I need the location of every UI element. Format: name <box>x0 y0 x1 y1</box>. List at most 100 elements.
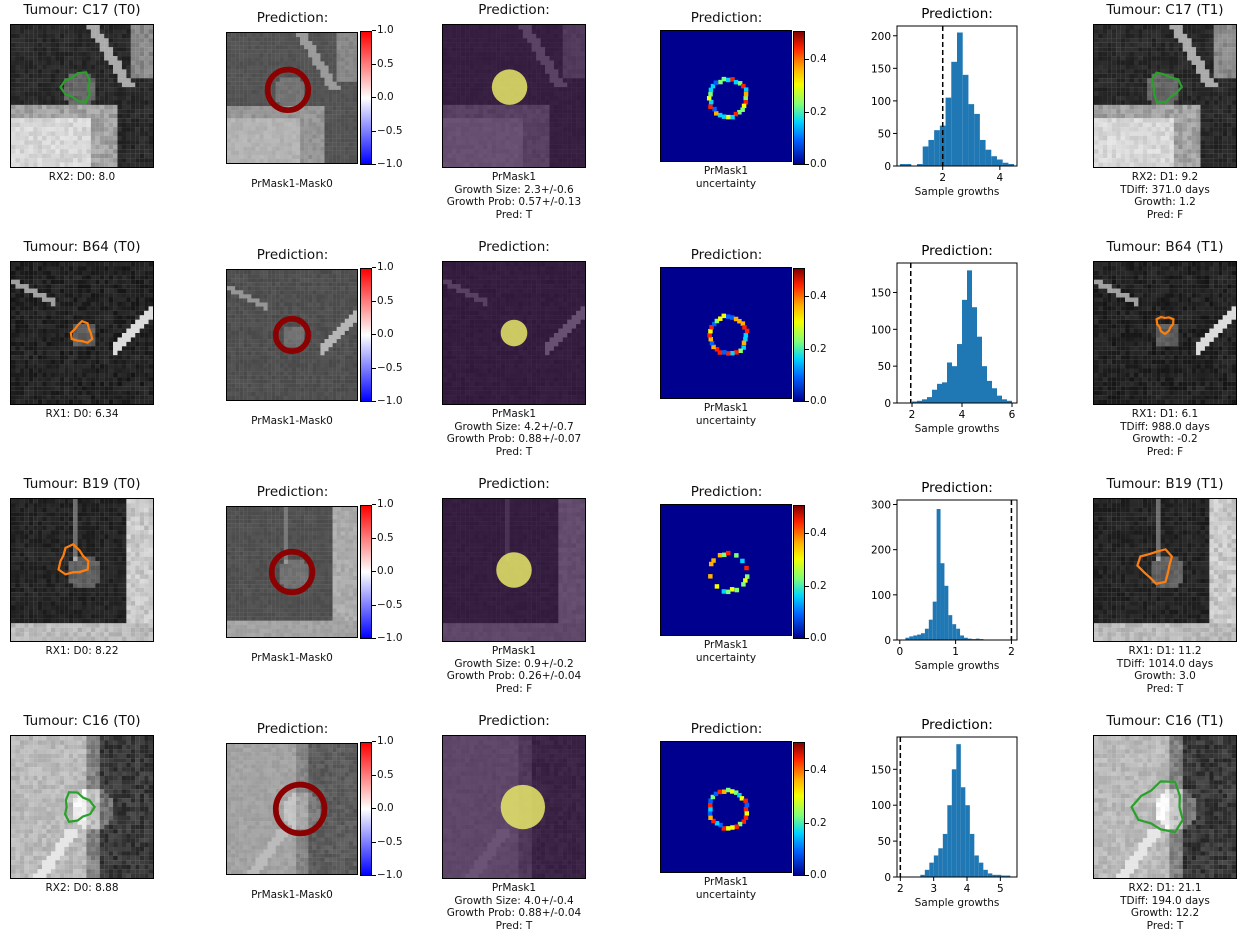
histogram-bar <box>988 873 993 877</box>
diff-colorbar-tick-label: 0.0 <box>377 565 394 577</box>
t0-caption: RX1: D0: 8.22 <box>0 645 164 658</box>
histogram-title: Prediction: <box>921 243 993 259</box>
t1-caption-line: RX2: D1: 9.2 <box>1078 171 1239 184</box>
histogram-bar <box>947 362 952 403</box>
histogram-bar <box>983 870 988 877</box>
uncertainty-colorbar-tick-label: 0.2 <box>810 106 827 118</box>
t1-title: Tumour: B64 (T1) <box>1078 239 1239 255</box>
mask-caption-line: Pred: T <box>422 209 606 222</box>
histogram-bar <box>963 75 969 166</box>
y-tick-label: 0 <box>884 161 891 173</box>
histogram-bar <box>943 834 948 877</box>
uncertainty-colorbar-tick-label: 0.0 <box>810 869 827 881</box>
t0-scan-image <box>10 735 154 879</box>
diff-colorbar-tick-label: 1.0 <box>377 261 394 273</box>
diff-colorbar-tick-label: −1.0 <box>377 869 403 881</box>
histogram-bar <box>961 787 966 877</box>
histogram-bar <box>938 848 943 877</box>
x-tick-label: 4 <box>997 172 1004 184</box>
t1-title: Tumour: C16 (T1) <box>1078 713 1239 729</box>
histogram-chart: Prediction: 2 4 6 0 50 100 150 <box>865 241 1065 415</box>
y-tick-label: 150 <box>871 764 891 776</box>
t1-caption-line: TDiff: 988.0 days <box>1078 421 1239 434</box>
x-tick-label: 6 <box>1009 409 1016 421</box>
diff-colorbar-tick-label: 0.5 <box>377 769 394 781</box>
histogram-bar <box>962 300 967 403</box>
histogram-bar <box>934 130 940 166</box>
diff-title: Prediction: <box>226 10 359 26</box>
histogram-bar <box>932 390 937 403</box>
histogram-bar <box>967 270 972 403</box>
histogram-bar <box>1002 399 1007 403</box>
histogram-bar <box>913 635 917 640</box>
t1-caption-line: Pred: F <box>1078 209 1239 222</box>
y-tick-label: 100 <box>871 96 891 108</box>
y-tick-label: 100 <box>871 324 891 336</box>
histogram-bar <box>957 344 962 403</box>
histogram-bar <box>997 159 1003 166</box>
uncertainty-title: Prediction: <box>660 247 793 263</box>
histogram-bar <box>957 33 963 166</box>
uncertainty-caption-line: uncertainty <box>650 415 802 428</box>
histogram-xlabel: Sample growths <box>897 186 1017 199</box>
uncertainty-image <box>660 741 792 873</box>
x-tick-label: 2 <box>939 172 946 184</box>
histogram-bar <box>942 382 947 403</box>
t1-caption-line: Pred: T <box>1078 683 1239 696</box>
uncertainty-caption-line: uncertainty <box>650 889 802 902</box>
uncertainty-colorbar <box>793 742 805 876</box>
y-tick-label: 50 <box>878 128 891 140</box>
mask-caption-line: Growth Size: 2.3+/-0.6 <box>422 184 606 197</box>
x-tick-label: 4 <box>964 883 971 895</box>
y-tick-label: 150 <box>871 63 891 75</box>
histogram-bar <box>933 602 937 640</box>
histogram-chart: Prediction:2 3 4 5050100150 <box>865 715 1065 889</box>
diff-title: Prediction: <box>226 484 359 500</box>
diff-colorbar-tick-label: 1.0 <box>377 24 394 36</box>
x-tick-label: 2 <box>897 883 904 895</box>
histogram-bar <box>997 396 1002 403</box>
t0-caption: RX2: D0: 8.88 <box>0 882 164 895</box>
mask-title: Prediction: <box>442 239 586 255</box>
uncertainty-colorbar <box>793 505 805 639</box>
uncertainty-caption-line: PrMask1 <box>650 876 802 889</box>
mask-caption-line: Growth Size: 4.0+/-0.4 <box>422 895 606 908</box>
uncertainty-caption: PrMask1 uncertainty <box>650 402 802 427</box>
mask-caption-line: Growth Prob: 0.26+/-0.04 <box>422 670 606 683</box>
x-tick-label: 2 <box>1008 646 1015 658</box>
uncertainty-caption: PrMask1 uncertainty <box>650 165 802 190</box>
mask-caption-line: Growth Size: 0.9+/-0.2 <box>422 658 606 671</box>
histogram-bar <box>909 636 913 640</box>
x-tick-label: 2 <box>909 409 916 421</box>
histogram-title: Prediction: <box>921 6 993 22</box>
mask-title: Prediction: <box>442 2 586 18</box>
uncertainty-colorbar-tick-label: 0.4 <box>810 53 827 65</box>
diff-colorbar-tick-label: 0.5 <box>377 532 394 544</box>
t1-caption-line: RX2: D1: 21.1 <box>1078 882 1239 895</box>
mask-caption-line: Pred: F <box>422 683 606 696</box>
t0-caption: RX1: D0: 6.34 <box>0 408 164 421</box>
histogram-bar <box>921 633 925 640</box>
x-tick-label: 4 <box>959 409 966 421</box>
t1-caption-line: RX1: D1: 11.2 <box>1078 645 1239 658</box>
histogram-bar <box>928 140 934 166</box>
t1-caption: RX1: D1: 6.1 TDiff: 988.0 days Growth: -0.… <box>1078 408 1239 458</box>
y-tick-label: 100 <box>871 590 891 602</box>
diff-caption: PrMask1-Mask0 <box>216 178 368 191</box>
t1-caption-line: RX1: D1: 6.1 <box>1078 408 1239 421</box>
x-tick-label: 0 <box>896 646 903 658</box>
diff-image <box>226 32 358 164</box>
y-tick-label: 300 <box>871 500 891 512</box>
histogram-bar <box>977 337 982 403</box>
histogram-xlabel: Sample growths <box>897 660 1017 673</box>
t1-caption-line: Pred: T <box>1078 920 1239 933</box>
diff-colorbar-tick-label: 0.5 <box>377 58 394 70</box>
uncertainty-caption-line: uncertainty <box>650 652 802 665</box>
mask-caption-line: PrMask1 <box>422 645 606 658</box>
y-tick-label: 150 <box>871 287 891 299</box>
t1-caption-line: Growth: 12.2 <box>1078 907 1239 920</box>
uncertainty-caption-line: uncertainty <box>650 178 802 191</box>
uncertainty-colorbar <box>793 31 805 165</box>
histogram-bar <box>946 98 952 166</box>
uncertainty-caption-line: PrMask1 <box>650 165 802 178</box>
